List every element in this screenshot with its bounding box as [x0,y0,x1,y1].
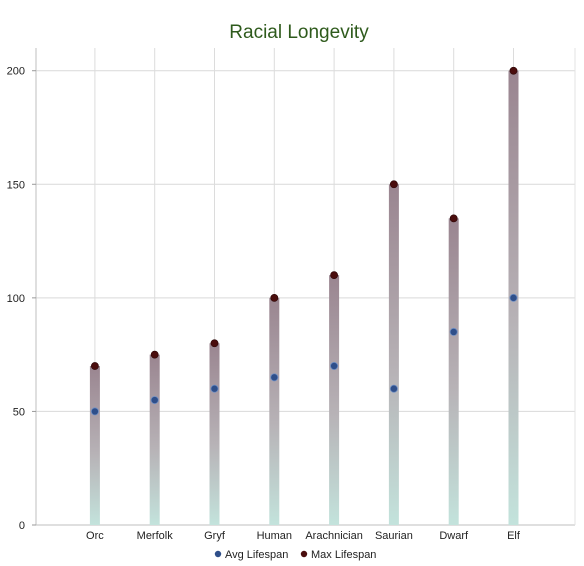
legend-label: Avg Lifespan [225,549,288,561]
y-tick-label: 0 [19,520,25,532]
max-lifespan-point [330,271,338,280]
max-lifespan-point [449,214,458,223]
y-tick-label: 200 [7,66,25,78]
legend-label: Max Lifespan [311,549,376,561]
avg-lifespan-point [270,373,279,382]
x-tick-label: Merfolk [137,530,174,542]
avg-lifespan-point [509,293,518,302]
legend-marker [214,550,222,558]
y-axis-ticks: 0 50 100 150 200 [7,66,36,532]
range-bar [448,218,459,525]
legend-marker [300,550,308,558]
y-tick-label: 150 [7,179,25,191]
x-tick-label: Arachnician [305,530,362,542]
x-tick-label: Saurian [375,530,413,542]
avg-lifespan-point [90,407,99,416]
max-lifespan-point [91,362,99,370]
x-tick-label: Gryf [204,530,226,542]
avg-lifespan-point [449,327,458,336]
max-lifespan-point [270,293,279,302]
range-bar [209,343,220,525]
max-lifespan-point [210,339,219,348]
x-tick-label: Elf [507,530,521,542]
range-bar [89,366,100,525]
x-tick-label: Orc [86,530,104,542]
x-tick-label: Dwarf [439,530,469,542]
points-group [90,66,518,416]
max-lifespan-point [150,350,159,359]
chart-title: Racial Longevity [229,22,369,43]
y-tick-label: 50 [13,406,25,418]
max-lifespan-point [509,66,518,75]
avg-lifespan-point [330,361,339,370]
x-axis-ticks: Orc Merfolk Gryf Human Arachnician Saurian Dwa… [86,530,521,542]
max-lifespan-point [389,180,398,189]
legend: Avg Lifespan Max Lifespan [214,549,376,561]
range-bar [388,184,399,526]
range-bar [269,297,280,525]
range-bar [329,275,340,525]
range-bar [149,354,160,525]
gridlines [35,48,576,526]
x-tick-label: Human [257,530,292,542]
avg-lifespan-point [210,384,219,393]
y-tick-label: 100 [7,293,25,305]
avg-lifespan-point [389,384,398,393]
avg-lifespan-point [150,396,159,405]
